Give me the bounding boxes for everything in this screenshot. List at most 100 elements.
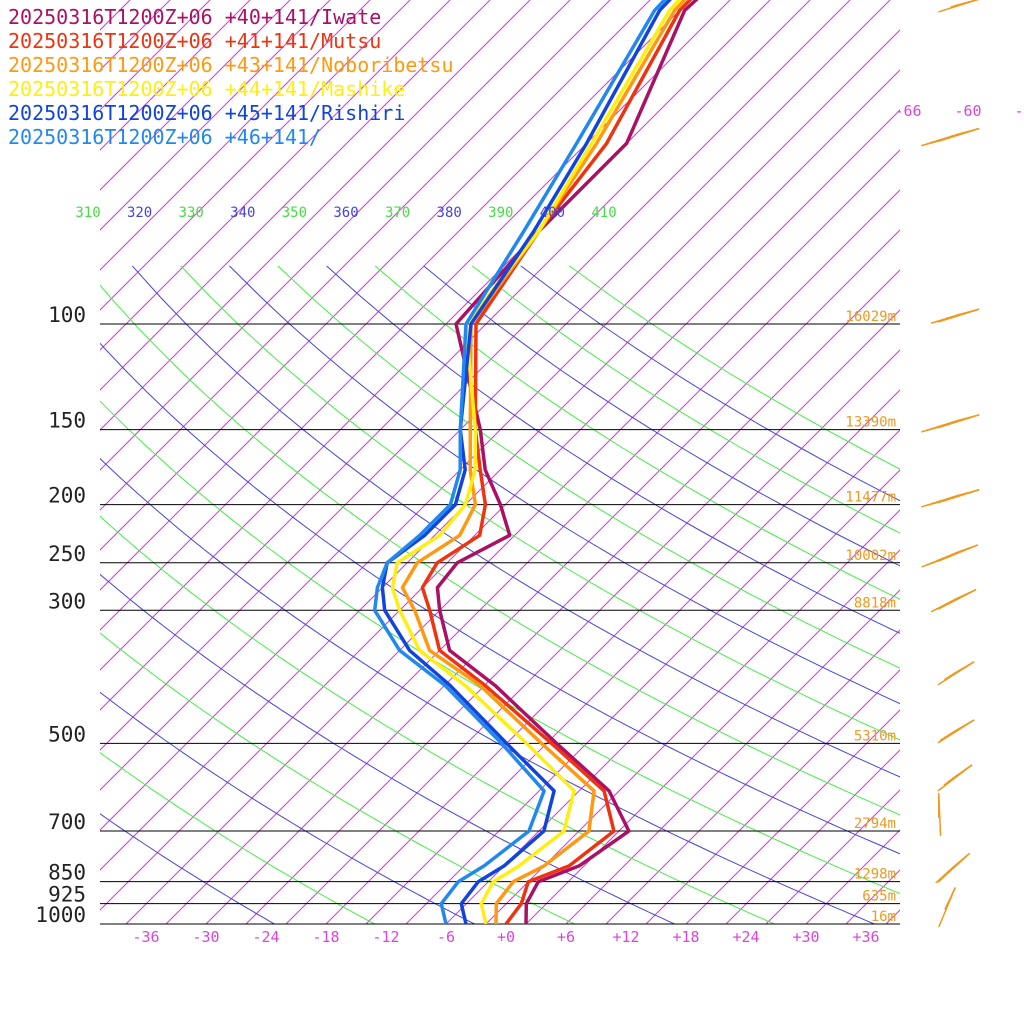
theta-label: 340	[230, 205, 255, 221]
wind-barb	[935, 852, 971, 884]
legend: 20250316T1200Z+06 +40+141/Iwate 20250316T…	[8, 5, 454, 149]
theta-label: 400	[540, 205, 565, 221]
pressure-label: 300	[48, 589, 86, 613]
isotherm-line	[645, 669, 900, 924]
height-label: 11477m	[845, 490, 896, 506]
wind-barb	[921, 489, 980, 508]
temperature-tick-label: -12	[372, 928, 399, 946]
isotherm-line	[725, 749, 900, 924]
wind-barb	[937, 719, 975, 744]
pressure-label: 500	[48, 722, 86, 746]
moist-adiabat-line	[569, 265, 900, 470]
axis-labels: 100 16029m 150 13390m 200 11477m 250 10002m 300 8…	[35, 102, 1024, 946]
temperature-tick-label: +12	[612, 928, 639, 946]
temperature-tick-label: +0	[497, 928, 515, 946]
wind-barb	[938, 793, 942, 837]
dry-adiabat-line	[100, 342, 900, 855]
dry-adiabat-line	[326, 265, 900, 634]
isotherm-top-label: -54	[1014, 102, 1024, 120]
temperature-tick-label: +18	[672, 928, 699, 946]
temperature-profiles	[372, 0, 699, 924]
height-label: 2794m	[854, 816, 896, 832]
dry-adiabat-line	[100, 691, 475, 924]
pressure-label: 700	[48, 810, 86, 834]
moist-adiabat-line	[100, 751, 375, 924]
moist-adiabat-line	[100, 632, 575, 924]
height-label: 16m	[871, 909, 896, 925]
height-label: 5310m	[854, 728, 896, 744]
moist-adiabat-line	[100, 515, 775, 924]
theta-label: 330	[179, 205, 204, 221]
theta-label: 410	[591, 205, 616, 221]
temperature-tick-label: -18	[312, 928, 339, 946]
temperature-tick-label: +36	[852, 928, 879, 946]
isotherm-line	[966, 0, 1024, 924]
wind-barb	[921, 127, 980, 147]
legend-entry: 20250316T1200Z+06 +44+141/Mashike	[8, 77, 406, 101]
moist-adiabat-line	[180, 265, 900, 741]
wind-barb	[938, 887, 956, 928]
theta-label: 380	[437, 205, 462, 221]
pressure-label: 850	[48, 861, 86, 885]
temperature-tick-label: -30	[192, 928, 219, 946]
legend-entry: 20250316T1200Z+06 +40+141/Iwate	[8, 5, 382, 29]
isotherm-line	[525, 549, 900, 924]
isotherm-line	[405, 429, 900, 924]
height-label: 13390m	[845, 415, 896, 431]
moist-adiabat-line	[100, 284, 900, 816]
legend-entry: 20250316T1200Z+06 +41+141/Mutsu	[8, 29, 382, 53]
theta-label: 370	[385, 205, 410, 221]
height-label: 8818m	[854, 595, 896, 611]
isotherm-line	[1006, 0, 1024, 924]
isotherm-line	[765, 789, 900, 924]
wind-barb	[937, 661, 975, 686]
temperature-profile-line	[380, 0, 672, 924]
wind-barbs	[921, 0, 980, 928]
isotherm-line	[485, 509, 900, 924]
pressure-label: 200	[48, 484, 86, 508]
theta-label: 310	[75, 205, 100, 221]
legend-entry: 20250316T1200Z+06 +45+141/Rishiri	[8, 101, 406, 125]
wind-barb	[930, 588, 977, 613]
legend-entry: 20250316T1200Z+06 +43+141/Noboribetsu	[8, 53, 454, 77]
moist-adiabat-line	[374, 265, 900, 600]
temperature-profile-line	[435, 0, 699, 924]
isotherm-line	[926, 0, 1024, 924]
dry-adiabat-line	[100, 457, 875, 924]
isotherm-line	[605, 629, 900, 924]
height-label: 16029m	[845, 309, 896, 325]
isotherm-line	[685, 709, 900, 924]
theta-label: 360	[333, 205, 358, 221]
temperature-tick-label: -24	[252, 928, 279, 946]
isotherm-top-label: -66	[894, 102, 921, 120]
wind-barb	[938, 0, 980, 13]
dry-adiabat-lines	[100, 265, 900, 924]
isotherm-line	[445, 469, 900, 924]
dry-adiabat-line	[423, 265, 900, 567]
isotherm-top-label: -60	[954, 102, 981, 120]
pressure-label: 150	[48, 409, 86, 433]
height-label: 10002m	[845, 548, 896, 564]
moist-adiabat-lines	[100, 265, 900, 924]
dry-adiabat-line	[229, 265, 900, 705]
isotherm-line	[365, 389, 900, 924]
pressure-label: 1000	[35, 903, 86, 927]
pressure-label: 250	[48, 542, 86, 566]
dry-adiabat-line	[100, 573, 675, 924]
dry-adiabat-line	[100, 813, 275, 924]
temperature-tick-label: +30	[792, 928, 819, 946]
isotherm-line	[805, 829, 900, 924]
theta-label: 390	[488, 205, 513, 221]
moist-adiabat-line	[100, 400, 900, 895]
wind-barb	[921, 544, 979, 568]
theta-label: 320	[127, 205, 152, 221]
temperature-profile-line	[372, 0, 667, 924]
pressure-label: 100	[48, 303, 86, 327]
wind-barb	[921, 414, 980, 433]
theta-label: 350	[282, 205, 307, 221]
height-label: 1298m	[854, 867, 896, 883]
dry-adiabat-line	[520, 265, 900, 502]
height-label: 635m	[862, 889, 896, 905]
isotherm-line	[325, 349, 900, 924]
